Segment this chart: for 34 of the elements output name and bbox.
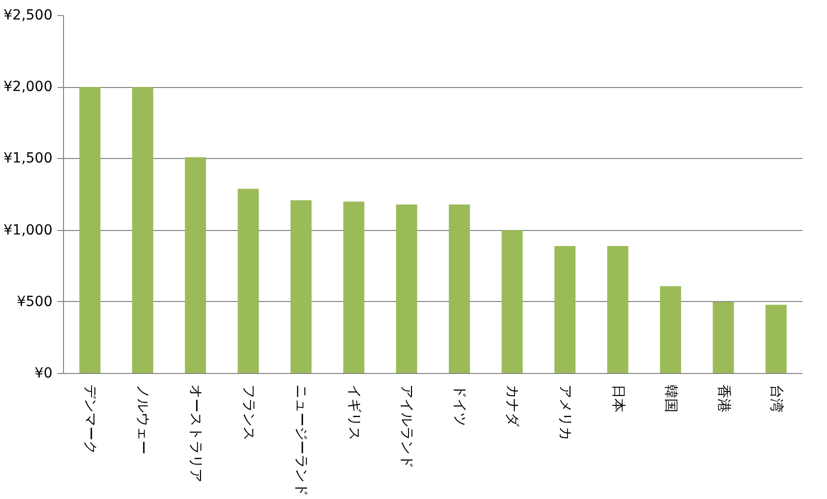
x-tick-label: カナダ: [504, 384, 520, 428]
x-tick-label: アメリカ: [556, 384, 573, 440]
y-tick-label: ¥2,500: [4, 8, 53, 24]
x-tick-label: 日本: [610, 384, 626, 412]
x-tick-label: オーストラリア: [187, 384, 204, 482]
bar: [766, 304, 787, 374]
y-tick-label: ¥500: [16, 294, 53, 310]
bar: [79, 87, 100, 374]
bar: [607, 246, 628, 374]
bar: [448, 204, 470, 374]
y-tick-label: ¥1,000: [4, 222, 53, 238]
x-tick-label: ノルウェー: [134, 384, 151, 454]
bar: [184, 157, 206, 374]
x-tick-label: 台湾: [768, 384, 784, 412]
x-tick-label: アイルランド: [398, 384, 415, 468]
bar: [290, 200, 312, 374]
x-tick-label: デンマーク: [82, 384, 98, 454]
x-tick-label: 香港: [715, 384, 732, 412]
x-tick-label: イギリス: [346, 384, 362, 440]
bar: [132, 87, 154, 374]
bar: [554, 246, 576, 374]
bar: [660, 286, 682, 374]
y-tick-label: ¥0: [34, 366, 53, 382]
bar: [343, 202, 364, 374]
bar: [396, 204, 418, 374]
x-tick-label: フランス: [240, 384, 256, 440]
y-tick-label: ¥2,000: [4, 79, 53, 96]
bar: [238, 188, 259, 374]
bar: [712, 302, 734, 374]
y-tick-label: ¥1,500: [4, 150, 53, 167]
x-tick-label: 韓国: [662, 384, 679, 412]
x-tick-label: ニュージーランド: [293, 384, 310, 496]
x-tick-label: ドイツ: [451, 384, 468, 426]
bar: [502, 230, 523, 374]
